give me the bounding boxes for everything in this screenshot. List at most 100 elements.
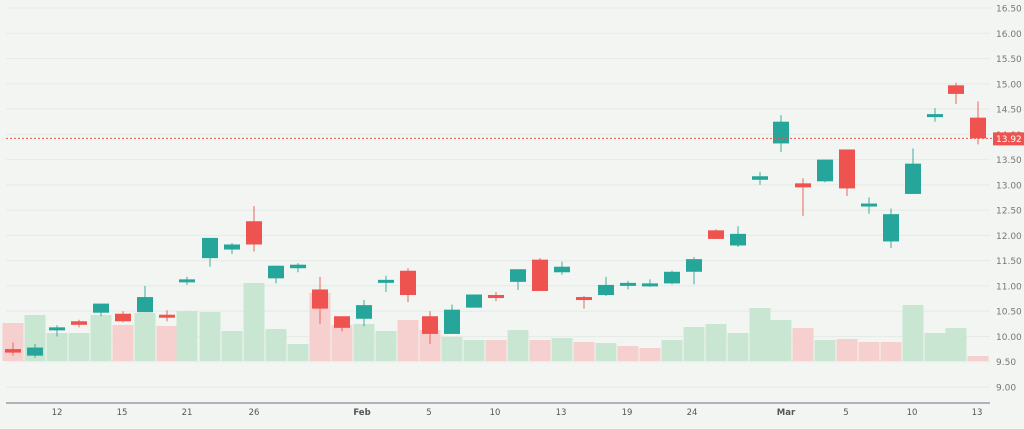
- candle-body: [905, 163, 921, 194]
- candle-body: [224, 244, 240, 250]
- candle-body: [71, 321, 87, 325]
- time-axis[interactable]: 12 15 21 26 Feb 5 10 13 19 24 Mar 5 10 13: [52, 408, 983, 418]
- volume-bar: [68, 333, 90, 361]
- candle[interactable]: [948, 82, 964, 105]
- price-axis[interactable]: 16.5016.0015.5015.0014.5014.0013.5013.00…: [996, 5, 1022, 394]
- candle[interactable]: [598, 276, 614, 297]
- candle[interactable]: [312, 276, 328, 324]
- price-tick-label: 12.50: [996, 207, 1022, 217]
- candle[interactable]: [773, 115, 789, 153]
- candle[interactable]: [839, 149, 855, 196]
- candle[interactable]: [927, 108, 943, 122]
- candle-body: [708, 230, 724, 239]
- candle[interactable]: [246, 206, 262, 252]
- candle[interactable]: [576, 296, 592, 309]
- volume-bar: [683, 327, 705, 361]
- candle[interactable]: [334, 316, 350, 332]
- candle[interactable]: [664, 270, 680, 285]
- candle[interactable]: [752, 172, 768, 185]
- candle[interactable]: [532, 258, 548, 291]
- volume-bar: [353, 324, 375, 361]
- price-tick-label: 14.50: [996, 106, 1022, 116]
- candle[interactable]: [202, 237, 218, 267]
- candle[interactable]: [378, 275, 394, 292]
- candle[interactable]: [861, 197, 877, 214]
- time-tick-label: 5: [843, 408, 848, 418]
- candle[interactable]: [93, 303, 109, 317]
- candle[interactable]: [795, 178, 811, 217]
- candle[interactable]: [883, 208, 899, 249]
- candle-body: [664, 271, 680, 284]
- candle[interactable]: [179, 276, 195, 285]
- candle[interactable]: [159, 310, 175, 322]
- candle[interactable]: [444, 304, 460, 334]
- candle[interactable]: [49, 325, 65, 337]
- candle[interactable]: [466, 294, 482, 308]
- candle[interactable]: [5, 342, 21, 356]
- candle[interactable]: [71, 319, 87, 328]
- candle-body: [422, 316, 438, 334]
- candle[interactable]: [356, 300, 372, 327]
- volume-bar: [331, 325, 353, 361]
- time-tick-label: 13: [556, 408, 567, 418]
- candle-body: [27, 347, 43, 356]
- candle-body: [444, 309, 460, 334]
- candle-body: [927, 114, 943, 118]
- candle-body: [334, 316, 350, 328]
- volume-bar: [419, 330, 441, 361]
- candle[interactable]: [268, 265, 284, 284]
- time-tick-label: 15: [117, 408, 128, 418]
- volume-bar: [551, 338, 573, 361]
- time-tick-label: Mar: [777, 408, 796, 418]
- candle-body: [839, 149, 855, 189]
- volume-bar: [770, 320, 792, 361]
- price-tick-label: 9.00: [996, 383, 1016, 393]
- candle[interactable]: [290, 263, 306, 273]
- candle-body: [268, 265, 284, 279]
- volume-bar: [243, 283, 265, 361]
- time-tick-label: 24: [687, 408, 698, 418]
- candle[interactable]: [27, 344, 43, 358]
- volume-bar: [902, 305, 924, 361]
- candle[interactable]: [905, 148, 921, 194]
- candle[interactable]: [708, 229, 724, 239]
- candle[interactable]: [642, 279, 658, 287]
- price-tick-label: 10.50: [996, 308, 1022, 318]
- candle[interactable]: [554, 261, 570, 275]
- last-price-label: 13.92: [996, 135, 1022, 145]
- volume-bar: [176, 311, 198, 361]
- candle-body: [730, 233, 746, 246]
- volume-bar: [749, 308, 771, 361]
- volume-bar: [880, 342, 902, 361]
- candle[interactable]: [488, 291, 504, 302]
- candle[interactable]: [686, 257, 702, 285]
- volume-bar: [90, 315, 112, 361]
- candle[interactable]: [730, 226, 746, 248]
- candle[interactable]: [400, 268, 416, 303]
- candle[interactable]: [422, 311, 438, 345]
- candle-body: [290, 264, 306, 269]
- candle[interactable]: [817, 159, 833, 183]
- volume-bar: [46, 333, 68, 361]
- price-gridlines: [6, 7, 990, 388]
- candle[interactable]: [970, 101, 986, 145]
- candle[interactable]: [137, 285, 153, 313]
- candle-body: [179, 279, 195, 283]
- volume-bar: [617, 346, 639, 361]
- candle-body: [861, 203, 877, 207]
- candle[interactable]: [620, 280, 636, 290]
- volume-bar: [485, 340, 507, 361]
- candle-body: [532, 259, 548, 291]
- time-tick-label: 5: [426, 408, 431, 418]
- price-candles: [5, 82, 986, 358]
- volume-bar: [375, 331, 397, 361]
- time-tick-label: 26: [249, 408, 260, 418]
- candle[interactable]: [115, 311, 131, 323]
- candle-body: [159, 314, 175, 318]
- volume-bar: [309, 293, 331, 361]
- volume-bar: [595, 343, 617, 361]
- candle[interactable]: [224, 242, 240, 255]
- candle[interactable]: [510, 269, 526, 290]
